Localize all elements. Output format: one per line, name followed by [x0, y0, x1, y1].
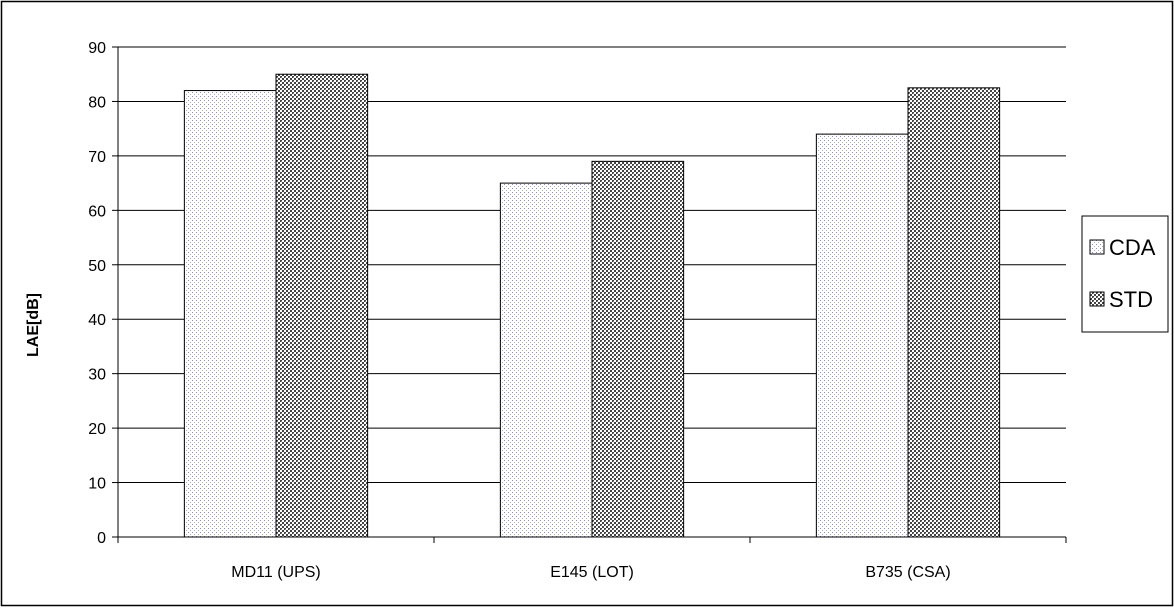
bar-std: [907, 87, 1001, 538]
axes: [112, 46, 1067, 543]
bar-cda: [815, 133, 909, 538]
bars: [183, 73, 1001, 538]
bar-std: [591, 160, 685, 538]
y-tick-label: 30: [88, 367, 106, 384]
legend-box: [1081, 215, 1169, 333]
legend-label-std: STD: [1109, 287, 1153, 312]
y-tick-label: 10: [88, 476, 106, 493]
legend-swatch-cda: [1089, 239, 1105, 255]
y-tick-labels: 0 10 20 30 40 50 60 70 80 90: [88, 40, 106, 547]
x-tick-labels: MD11 (UPS) E145 (LOT) B735 (CSA): [231, 564, 950, 581]
legend-label-cda: CDA: [1109, 235, 1156, 260]
legend-swatch-std: [1089, 291, 1105, 307]
bar-std: [275, 73, 369, 538]
y-tick-label: 70: [88, 149, 106, 166]
y-tick-label: 20: [88, 421, 106, 438]
legend: CDA STD: [1081, 215, 1169, 333]
y-tick-label: 0: [97, 530, 106, 547]
y-tick-label: 80: [88, 94, 106, 111]
x-tick-label: E145 (LOT): [550, 564, 634, 581]
bar-cda: [183, 90, 277, 538]
y-tick-label: 60: [88, 203, 106, 220]
bar-cda: [499, 182, 593, 538]
x-tick-label: MD11 (UPS): [231, 564, 321, 581]
y-tick-label: 90: [88, 40, 106, 57]
y-tick-label: 40: [88, 312, 106, 329]
y-tick-label: 50: [88, 258, 106, 275]
y-axis-label: LAE[dB]: [25, 293, 42, 357]
x-tick-label: B735 (CSA): [865, 564, 950, 581]
